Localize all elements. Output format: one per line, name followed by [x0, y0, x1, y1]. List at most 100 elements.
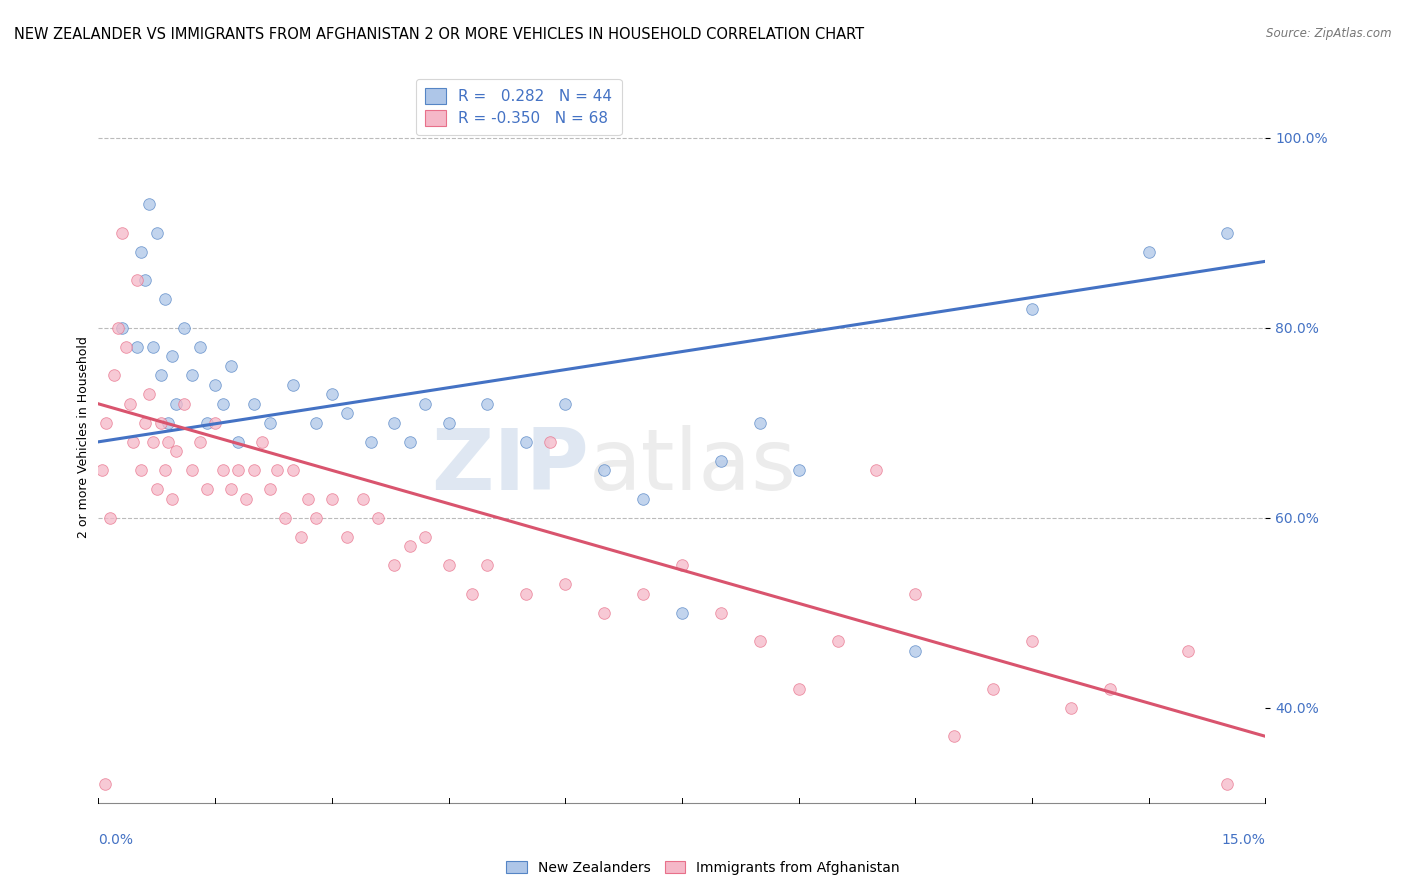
Point [111, 226, 134, 240]
Point [228, 434, 250, 449]
Point [259, 416, 281, 430]
Point [219, 359, 242, 373]
Point [173, 321, 195, 335]
Point [118, 397, 141, 411]
Point [180, 463, 202, 477]
Point [180, 368, 202, 383]
Point [593, 606, 616, 620]
Legend: R =   0.282   N = 44, R = -0.350   N = 68: R = 0.282 N = 44, R = -0.350 N = 68 [416, 79, 621, 136]
Point [114, 340, 136, 354]
Point [250, 434, 273, 449]
Point [96, 416, 118, 430]
Text: Source: ZipAtlas.com: Source: ZipAtlas.com [1267, 27, 1392, 40]
Point [748, 634, 770, 648]
Point [305, 416, 328, 430]
Point [748, 416, 770, 430]
Point [413, 530, 436, 544]
Point [865, 463, 887, 477]
Point [243, 397, 266, 411]
Point [593, 463, 616, 477]
Point [91, 463, 114, 477]
Point [437, 416, 460, 430]
Point [138, 197, 160, 211]
Point [138, 387, 160, 401]
Text: atlas: atlas [589, 425, 797, 508]
Point [107, 321, 129, 335]
Point [93, 777, 115, 791]
Point [382, 558, 405, 573]
Point [710, 454, 733, 468]
Point [228, 463, 250, 477]
Point [134, 273, 156, 287]
Point [538, 434, 561, 449]
Point [904, 587, 927, 601]
Point [398, 434, 420, 449]
Point [321, 491, 343, 506]
Point [336, 530, 359, 544]
Point [631, 491, 654, 506]
Point [157, 416, 180, 430]
Point [787, 463, 810, 477]
Point [1060, 701, 1083, 715]
Point [142, 434, 165, 449]
Point [515, 434, 537, 449]
Point [266, 463, 288, 477]
Point [122, 434, 145, 449]
Point [153, 293, 176, 307]
Point [98, 511, 121, 525]
Point [461, 587, 484, 601]
Point [157, 434, 180, 449]
Legend: New Zealanders, Immigrants from Afghanistan: New Zealanders, Immigrants from Afghanis… [501, 855, 905, 880]
Point [212, 397, 235, 411]
Point [149, 368, 172, 383]
Point [173, 397, 195, 411]
Point [165, 444, 187, 458]
Point [437, 558, 460, 573]
Point [219, 483, 242, 497]
Point [103, 368, 125, 383]
Point [305, 511, 328, 525]
Point [259, 483, 281, 497]
Text: NEW ZEALANDER VS IMMIGRANTS FROM AFGHANISTAN 2 OR MORE VEHICLES IN HOUSEHOLD COR: NEW ZEALANDER VS IMMIGRANTS FROM AFGHANI… [14, 27, 865, 42]
Point [146, 226, 169, 240]
Point [195, 483, 218, 497]
Text: 0.0%: 0.0% [98, 833, 134, 847]
Point [129, 244, 152, 259]
Point [477, 397, 499, 411]
Point [243, 463, 266, 477]
Point [204, 377, 226, 392]
Point [1098, 681, 1121, 696]
Point [1137, 244, 1160, 259]
Point [281, 377, 304, 392]
Point [127, 340, 149, 354]
Point [195, 416, 218, 430]
Point [146, 483, 169, 497]
Point [188, 434, 211, 449]
Point [382, 416, 405, 430]
Point [162, 491, 184, 506]
Point [149, 416, 172, 430]
Point [235, 491, 257, 506]
Point [111, 321, 134, 335]
Point [336, 406, 359, 420]
Point [142, 340, 165, 354]
Point [367, 511, 389, 525]
Point [1177, 644, 1199, 658]
Point [981, 681, 1004, 696]
Point [127, 273, 149, 287]
Point [671, 558, 693, 573]
Point [1215, 777, 1237, 791]
Point [1021, 301, 1043, 316]
Point [274, 511, 297, 525]
Point [554, 397, 576, 411]
Point [515, 587, 537, 601]
Point [904, 644, 927, 658]
Point [1215, 226, 1237, 240]
Text: ZIP: ZIP [430, 425, 589, 508]
Text: 15.0%: 15.0% [1222, 833, 1265, 847]
Point [321, 387, 343, 401]
Point [398, 539, 420, 553]
Point [153, 463, 176, 477]
Y-axis label: 2 or more Vehicles in Household: 2 or more Vehicles in Household [77, 336, 90, 538]
Point [360, 434, 382, 449]
